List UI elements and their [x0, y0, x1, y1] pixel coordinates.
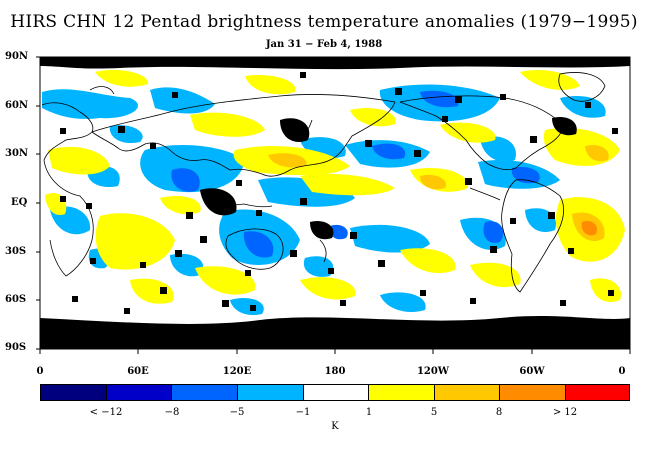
lon-label-0: 0: [36, 366, 44, 377]
lat-label-90s: 90S: [5, 342, 27, 353]
lat-label-60s: 60S: [5, 294, 27, 305]
lon-label-120e: 120E: [222, 366, 252, 377]
colorbar-label-8: > 12: [552, 407, 578, 418]
colorbar-label-1: < −12: [89, 407, 123, 418]
map-frame: [36, 56, 631, 354]
coastlines: [40, 72, 630, 328]
colorbar-label-6: 5: [430, 407, 438, 418]
lon-label-0-east: 0: [618, 366, 626, 377]
missing-data-regions: [40, 57, 630, 349]
colorbar-label-7: 8: [495, 407, 503, 418]
colorbar-swatch-3: [171, 384, 238, 401]
negative-anomaly-regions: [42, 84, 606, 316]
lon-label-60e: 60E: [127, 366, 149, 377]
lon-ticks: [39, 349, 631, 354]
lon-label-180: 180: [324, 366, 346, 377]
colorbar-label-3: −5: [229, 407, 245, 418]
strong-negative-anomaly-regions: [171, 90, 540, 258]
lat-label-eq: EQ: [11, 197, 28, 208]
map-subtitle: Jan 31 − Feb 4, 1988: [265, 39, 383, 50]
strong-positive-anomaly-regions: [268, 144, 609, 241]
map-title: HIRS CHN 12 Pentad brightness temperatur…: [10, 12, 638, 32]
colorbar-unit: K: [331, 421, 339, 432]
map-field: [40, 57, 630, 349]
lon-label-120w: 120W: [416, 366, 450, 377]
colorbar-swatch-5: [303, 384, 369, 401]
lat-label-90n: 90N: [5, 51, 29, 62]
colorbar-swatch-4: [237, 384, 304, 401]
colorbar-label-2: −8: [164, 407, 180, 418]
lat-label-30n: 30N: [5, 148, 29, 159]
peak-positive-anomaly-regions: [581, 220, 598, 236]
colorbar-swatch-7: [434, 384, 500, 401]
lat-ticks: [36, 56, 40, 350]
colorbar-swatch-1: [40, 384, 107, 401]
lon-label-60w: 60W: [519, 366, 545, 377]
colorbar-swatch-6: [368, 384, 435, 401]
missing-data-pixels: [60, 72, 618, 314]
colorbar-swatch-8: [499, 384, 566, 401]
lat-label-60n: 60N: [5, 100, 29, 111]
colorbar-label-4: −1: [295, 407, 311, 418]
colorbar-label-5: 1: [365, 407, 373, 418]
lat-label-30s: 30S: [5, 246, 27, 257]
colorbar-swatch-9: [565, 384, 630, 401]
colorbar-swatch-2: [106, 384, 172, 401]
